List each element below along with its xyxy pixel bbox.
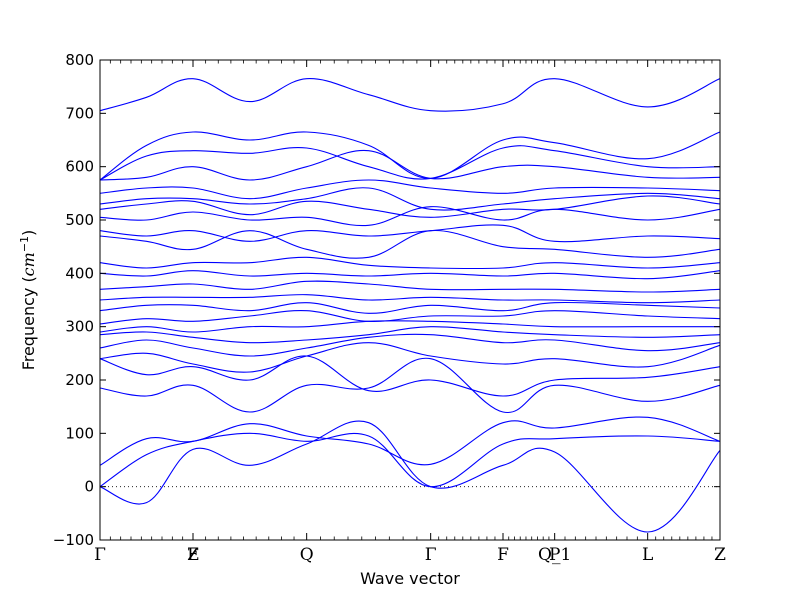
- band-line-25: [99, 78, 721, 112]
- x-tick-labels: Γ ZF Q Γ F Q_1P L Z: [94, 545, 726, 565]
- x-tick-label: Q: [300, 545, 314, 565]
- band-line-20: [99, 187, 721, 211]
- band-line-13: [99, 280, 721, 293]
- band-line-24: [99, 131, 721, 181]
- y-tick-label: 800: [65, 51, 94, 69]
- plot-frame: [99, 59, 721, 541]
- y-tick-label: 400: [65, 264, 94, 282]
- y-tick-label: 0: [84, 478, 94, 496]
- band-line-21: [99, 179, 721, 200]
- band-line-8: [99, 326, 721, 344]
- band-line-18: [99, 206, 721, 227]
- x-tick-label: L: [642, 545, 653, 565]
- y-tick-label: 700: [65, 104, 94, 122]
- y-axis-label-close: ): [19, 230, 38, 236]
- band-line-14: [99, 270, 721, 280]
- x-tick-label: Z: [714, 545, 726, 565]
- series-layer: [99, 78, 721, 533]
- y-axis-label-unit: cm: [19, 252, 38, 276]
- y-axis-label: Frequency (cm−1): [18, 230, 38, 371]
- x-axis-label: Wave vector: [360, 569, 460, 588]
- y-tick-label: 500: [65, 211, 94, 229]
- y-tick-label: 600: [65, 158, 94, 176]
- band-line-11: [99, 301, 721, 314]
- x-tick-label: F: [497, 545, 509, 565]
- x-tick-label: Q_1: [538, 545, 571, 565]
- band-line-5: [99, 355, 721, 397]
- x-tick-label: P: [549, 545, 560, 565]
- y-axis-label-main: Frequency (: [19, 276, 38, 370]
- y-tick-label: −100: [53, 531, 94, 549]
- band-line-10: [99, 309, 721, 325]
- x-tick-label: Z: [187, 545, 199, 565]
- band-line-19: [99, 195, 721, 218]
- band-line-15: [99, 256, 721, 270]
- band-line-2: [99, 432, 721, 488]
- band-line-16: [99, 230, 721, 259]
- band-line-17: [99, 224, 721, 243]
- band-line-3: [99, 416, 721, 466]
- x-tick-label: F: [187, 545, 199, 565]
- y-tick-labels: −100 0 100 200 300 400 500 600 700 800: [53, 51, 94, 549]
- y-tick-label: 300: [65, 318, 94, 336]
- band-line-6: [99, 342, 721, 373]
- band-line-1: [99, 420, 721, 533]
- band-line-4: [99, 357, 721, 413]
- y-tick-label: 200: [65, 371, 94, 389]
- y-axis-label-exponent: −1: [18, 236, 31, 252]
- y-tick-label: 100: [65, 424, 94, 442]
- x-tick-label: Γ: [425, 545, 437, 565]
- band-line-7: [99, 333, 721, 357]
- x-tick-label: Γ: [94, 545, 106, 565]
- band-line-23: [99, 145, 721, 181]
- tick-layer: [99, 59, 721, 541]
- band-line-12: [99, 294, 721, 304]
- band-line-22: [99, 149, 721, 181]
